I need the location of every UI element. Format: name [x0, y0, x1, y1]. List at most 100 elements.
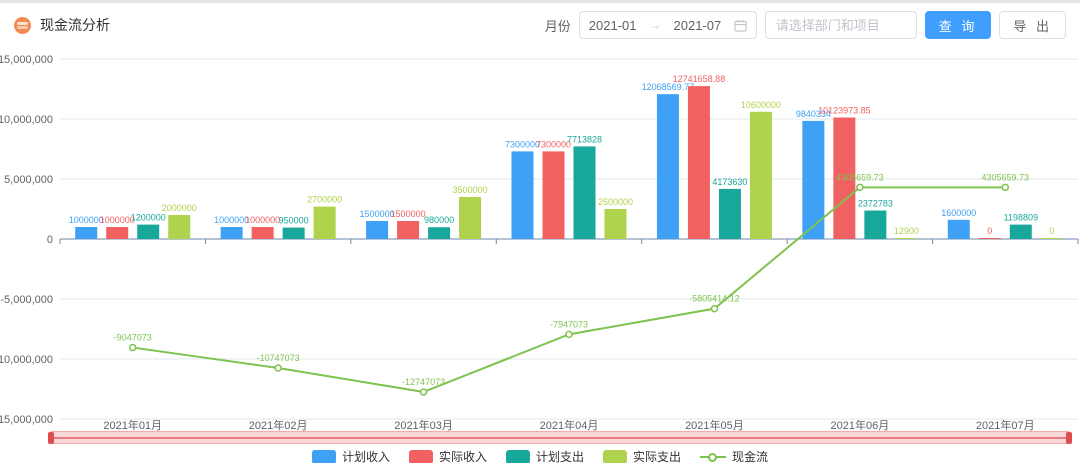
bar-value-label: 12068569.77	[642, 82, 695, 92]
bar-value-label: 980000	[424, 215, 454, 225]
legend-label: 实际收入	[438, 450, 487, 463]
cashflow-logo-icon	[14, 16, 31, 34]
header: 现金流分析 月份 2021-01 → 2021-07 查 询 导 出	[0, 3, 1080, 47]
line-series-现金流: -9047073 -10747073 -12747073 -7947073 -58054…	[114, 172, 1029, 396]
bar[interactable]	[687, 86, 710, 239]
line-point[interactable]	[1001, 183, 1010, 192]
bar-series-实际收入: 1000000 10000001500000730000012741658.881…	[100, 74, 1001, 239]
bar[interactable]	[573, 146, 596, 239]
legend-color-chip	[505, 449, 530, 463]
y-axis-label: 5,000,000	[4, 174, 53, 186]
bar[interactable]	[1040, 238, 1063, 239]
bar-value-label: 1200000	[131, 213, 166, 223]
line-point[interactable]	[128, 343, 137, 352]
bar[interactable]	[542, 151, 565, 239]
datazoom-left-handle[interactable]	[48, 431, 54, 444]
legend-label: 计划支出	[535, 450, 584, 463]
bar[interactable]	[220, 227, 243, 239]
line-point[interactable]	[710, 304, 719, 313]
bar[interactable]	[1009, 224, 1032, 239]
legend-item-现金流[interactable]: 现金流	[700, 448, 768, 463]
bar[interactable]	[137, 224, 160, 239]
bar[interactable]	[428, 227, 451, 239]
bar-value-label: 10600000	[741, 100, 781, 110]
datazoom-right-handle[interactable]	[1066, 431, 1072, 444]
bar-value-label: 1000000	[100, 215, 135, 225]
bar[interactable]	[366, 221, 389, 239]
bar-value-label: 7713828	[567, 134, 602, 144]
bar-series-计划收入: 1000000 10000001500000730000012068569.779…	[69, 82, 976, 240]
legend-item-计划收入[interactable]: 计划收入	[311, 448, 390, 463]
range-arrow-icon: →	[648, 18, 661, 32]
calendar-icon	[734, 19, 747, 32]
header-toolbar: 月份 2021-01 → 2021-07 查 询 导 出	[545, 11, 1066, 39]
dept-project-input[interactable]	[764, 11, 917, 39]
bar-value-label: 0	[1049, 226, 1054, 236]
bar-value-label: 2372783	[858, 199, 893, 209]
month-label: 月份	[544, 18, 571, 34]
line-value-label: -9047073	[114, 333, 152, 343]
date-range-picker[interactable]: 2021-01 → 2021-07	[578, 11, 757, 39]
line-point[interactable]	[565, 330, 573, 339]
bar[interactable]	[656, 94, 679, 240]
y-axis-label: 0	[47, 234, 53, 246]
x-axis-label: 2021年01月	[103, 418, 162, 432]
line-value-label: -5805414.12	[689, 294, 740, 304]
bar-value-label: 1000000	[214, 215, 249, 225]
line-point[interactable]	[856, 183, 864, 192]
bar-value-label: 2000000	[162, 203, 197, 213]
bar[interactable]	[718, 188, 741, 239]
legend-item-计划支出[interactable]: 计划支出	[505, 448, 584, 463]
bar[interactable]	[251, 227, 274, 239]
line-point[interactable]	[274, 364, 282, 372]
bar[interactable]	[75, 227, 98, 239]
export-button[interactable]: 导 出	[999, 11, 1066, 39]
bar-value-label: 1600000	[941, 208, 976, 218]
datazoom-slider[interactable]	[48, 431, 1072, 444]
x-axis-label: 2021年05月	[685, 418, 744, 432]
bar[interactable]	[459, 197, 482, 239]
bar[interactable]	[749, 111, 772, 239]
x-axis-label: 2021年07月	[976, 418, 1035, 432]
legend-item-实际收入[interactable]: 实际收入	[408, 448, 487, 463]
y-axis-label: 10,000,000	[0, 114, 53, 126]
header-left: 现金流分析	[14, 15, 110, 35]
bar[interactable]	[604, 209, 627, 239]
bar-value-label: 1198809	[1004, 213, 1038, 223]
bar-value-label: 9840334	[796, 109, 831, 119]
bar-value-label: 2700000	[307, 195, 342, 205]
bar[interactable]	[106, 227, 129, 239]
bar[interactable]	[511, 151, 534, 239]
bar[interactable]	[802, 120, 825, 239]
legend-line-dot-icon	[708, 452, 718, 462]
bar-value-label: 950000	[279, 216, 309, 226]
bar-value-label: 1500000	[391, 209, 426, 219]
bar[interactable]	[282, 227, 305, 239]
x-axis-label: 2021年02月	[249, 418, 308, 432]
bar[interactable]	[978, 238, 1001, 239]
bar[interactable]	[397, 221, 420, 239]
x-axis-label: 2021年04月	[540, 418, 599, 432]
bar-series-实际支出: 2000000 2700000 3500000 2500000 10600000 1290…	[162, 100, 1063, 239]
bar[interactable]	[947, 219, 970, 239]
legend-color-chip	[311, 449, 336, 463]
bar[interactable]	[864, 210, 887, 239]
line-value-label: -10747073	[257, 353, 300, 363]
legend-item-实际支出[interactable]: 实际支出	[603, 448, 681, 463]
chart-legend: 计划收入 实际收入 计划支出 实际支出 现金流	[0, 448, 1080, 463]
bar[interactable]	[895, 238, 918, 239]
page-title: 现金流分析	[40, 17, 110, 33]
date-start-value[interactable]: 2021-01	[588, 17, 637, 33]
cashflow-chart: 15,000,000 10,000,000 5,000,000 0 -5,000,000…	[0, 47, 1080, 463]
line-point[interactable]	[419, 388, 428, 396]
bar[interactable]	[833, 117, 856, 239]
bar[interactable]	[313, 206, 336, 239]
date-end-value[interactable]: 2021-07	[673, 17, 722, 33]
bar-value-label: 4173630	[712, 177, 747, 187]
query-button[interactable]: 查 询	[924, 11, 992, 39]
legend-label: 实际支出	[633, 450, 682, 463]
bar-value-label: 12741658.88	[673, 74, 726, 84]
x-axis-label: 2021年03月	[394, 418, 453, 432]
bar-value-label: 0	[987, 226, 992, 236]
bar[interactable]	[168, 215, 191, 239]
